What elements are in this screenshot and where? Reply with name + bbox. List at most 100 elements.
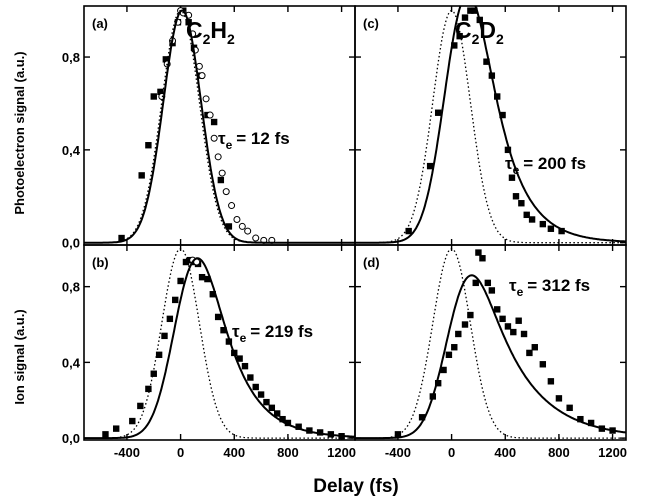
x-tick-label: 800 — [277, 445, 299, 460]
xlabel-delay: Delay (fs) — [313, 476, 399, 497]
data-point-square — [528, 216, 536, 223]
data-point-square — [166, 315, 174, 323]
data-point-square — [204, 275, 211, 283]
data-point-square — [504, 323, 512, 330]
panel-frame — [354, 244, 627, 441]
data-point-circle — [214, 153, 222, 161]
data-point-square — [467, 311, 474, 319]
data-point-square — [161, 332, 168, 340]
data-point-square — [515, 317, 522, 324]
x-tick-label: 800 — [548, 445, 570, 460]
data-point-square — [539, 361, 547, 368]
data-point-square — [102, 431, 109, 438]
data-point-circle — [198, 72, 206, 80]
data-point-square — [494, 306, 501, 313]
data-point-square — [145, 385, 152, 393]
data-point-square — [118, 234, 125, 242]
x-tick-label: 1200 — [598, 445, 627, 460]
data-point-square — [461, 14, 469, 21]
data-point-circle — [202, 95, 210, 103]
x-tick-label: 0 — [177, 445, 184, 460]
data-point-square — [172, 296, 179, 304]
y-tick-label: 0,0 — [62, 236, 80, 251]
data-point-square — [434, 380, 442, 387]
data-point-square — [263, 398, 270, 406]
data-point-square — [547, 225, 555, 232]
cross-correlation-curve — [84, 248, 355, 439]
data-point-square — [455, 330, 462, 338]
data-point-square — [157, 88, 164, 96]
x-tick-label: -400 — [114, 445, 140, 460]
data-point-square — [484, 279, 492, 287]
data-point-square — [162, 56, 170, 63]
data-point-square — [526, 349, 533, 357]
tau-annotation: τe = 12 fs — [218, 129, 290, 152]
data-point-square — [273, 410, 281, 417]
fit-curve — [355, 274, 626, 440]
data-point-square — [555, 395, 563, 402]
y-tick-label: 0,8 — [62, 280, 80, 295]
data-point-square — [150, 93, 157, 100]
data-point-square — [577, 415, 584, 423]
data-point-square — [418, 414, 426, 421]
panels: 0,0 0,4 0,8 (a) τe = 12 fs (c) τe = 200 fs 0,0 0,4… — [62, 5, 627, 460]
cross-correlation-curve — [355, 9, 626, 244]
data-point-square — [214, 313, 222, 321]
data-point-square — [531, 344, 538, 351]
data-point-square — [405, 227, 412, 235]
data-point-square — [426, 162, 434, 170]
data-point-circle — [222, 188, 230, 196]
data-point-square — [279, 415, 286, 423]
panel-frame — [83, 244, 356, 441]
fit-curve — [84, 257, 355, 440]
x-tick-label: 0 — [448, 445, 455, 460]
data-point-square — [177, 277, 184, 285]
data-point-square — [488, 287, 496, 294]
data-point-square — [512, 193, 520, 200]
fit-curve — [355, 6, 626, 244]
data-point-square — [456, 32, 463, 40]
data-point-square — [475, 249, 482, 256]
data-point-square — [547, 378, 555, 385]
data-point-square — [510, 328, 517, 336]
data-point-square — [508, 174, 516, 181]
data-point-square — [523, 211, 530, 219]
data-point-square — [247, 374, 254, 381]
data-point-circle — [210, 134, 218, 142]
data-point-square — [479, 255, 486, 262]
data-point-square — [520, 330, 528, 338]
data-point-square — [112, 425, 120, 432]
data-point-square — [220, 326, 227, 334]
data-point-square — [182, 258, 190, 266]
data-point-square — [268, 404, 276, 412]
data-point-square — [467, 7, 474, 14]
data-point-square — [155, 351, 163, 359]
tau-annotation: τe = 200 fs — [505, 154, 586, 177]
x-tick-label: 1200 — [327, 445, 356, 460]
data-point-square — [210, 118, 218, 126]
y-tick-label: 0,4 — [62, 355, 81, 370]
data-point-square — [539, 220, 547, 228]
data-point-circle — [228, 202, 236, 210]
data-point-square — [241, 362, 249, 370]
tau-annotation: τe = 312 fs — [509, 276, 590, 299]
data-point-square — [440, 366, 447, 374]
data-point-square — [394, 431, 402, 438]
data-point-square — [284, 419, 292, 427]
data-point-square — [236, 355, 243, 362]
data-point-square — [225, 338, 233, 345]
data-point-square — [518, 200, 525, 207]
data-point-square — [145, 142, 152, 149]
cross-correlation-curve — [355, 248, 626, 439]
data-point-square — [225, 223, 233, 230]
y-tick-label: 0,0 — [62, 431, 80, 446]
data-point-square — [558, 227, 565, 235]
data-point-square — [499, 315, 506, 323]
data-point-circle — [233, 215, 241, 223]
x-tick-label: -400 — [385, 445, 411, 460]
data-point-circle — [218, 169, 226, 177]
data-point-square — [137, 402, 144, 410]
panel-d: -400 0 400 800 1200 (d) τe = 312 fs — [354, 244, 627, 460]
tau-annotation: τe = 219 fs — [232, 322, 313, 345]
panel-label: (b) — [92, 255, 109, 270]
